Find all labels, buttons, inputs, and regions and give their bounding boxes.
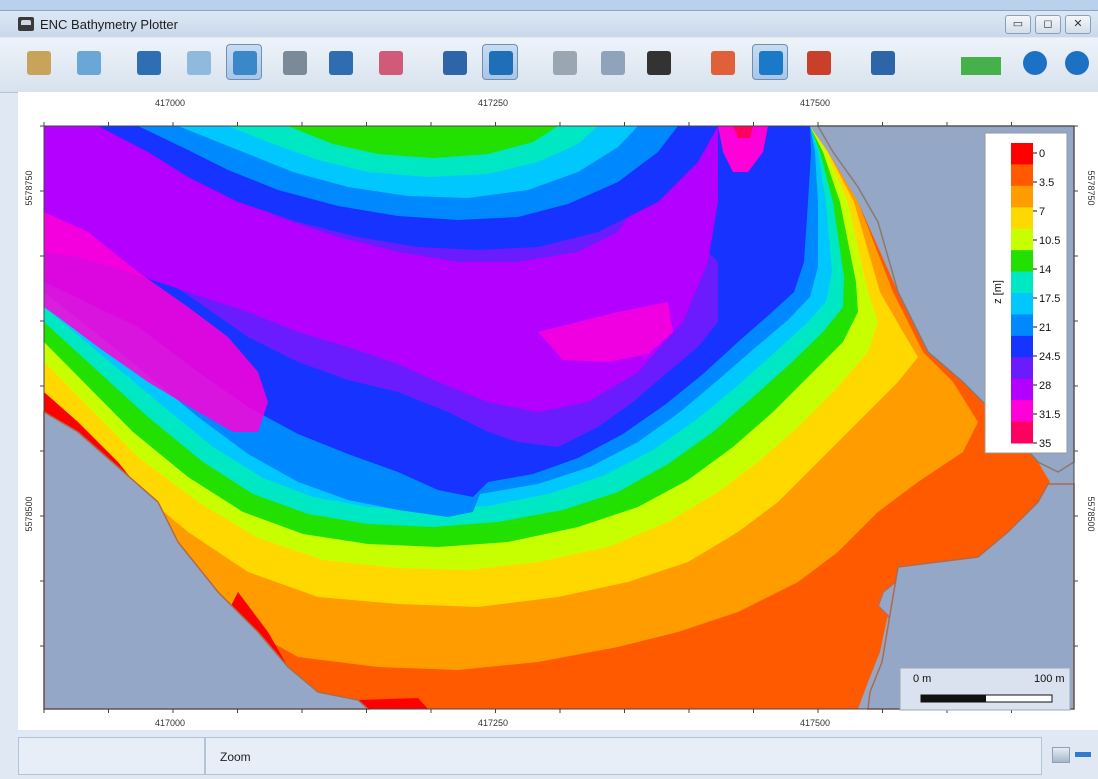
slope-button[interactable] <box>800 44 836 80</box>
info-icon <box>1023 51 1047 75</box>
plot-border <box>43 125 1075 710</box>
zoom-extent-icon <box>187 51 211 75</box>
legend-label: 3.5 <box>1039 177 1054 189</box>
info-button[interactable] <box>1016 44 1052 80</box>
y-tick-right-2: 5578500 <box>1086 496 1096 531</box>
toolbar <box>0 38 1098 93</box>
legend-swatch <box>1011 250 1033 273</box>
grid-surface-icon <box>553 51 577 75</box>
app-window: ENC Bathymetry Plotter ▭ ◻ ✕ <box>0 10 1098 779</box>
zoom-extent-button[interactable] <box>180 44 216 80</box>
contour-color-icon <box>759 51 783 75</box>
x-tick-bottom-2: 417250 <box>478 718 508 728</box>
close-button[interactable]: ✕ <box>1065 15 1091 34</box>
legend-swatch <box>1011 271 1033 294</box>
histogram-icon <box>329 51 353 75</box>
legend-label: 17.5 <box>1039 293 1060 305</box>
pan-hand-icon <box>137 51 161 75</box>
open-folder-button[interactable] <box>20 44 56 80</box>
color-legend: z [m] 0 3.5 7 10.5 14 17.5 21 24.5 28 31.5 35 <box>984 132 1068 454</box>
window-title: ENC Bathymetry Plotter <box>40 17 178 32</box>
progress-indicator-button[interactable] <box>960 44 1001 80</box>
scale-end-label: 100 m <box>1034 673 1065 685</box>
legend-swatch <box>1011 314 1033 337</box>
color-surface-icon <box>711 51 735 75</box>
legend-swatch <box>1011 357 1033 380</box>
progress-indicator-icon <box>961 57 1001 75</box>
export-chart-icon <box>77 51 101 75</box>
status-cell-message: Zoom <box>205 737 1042 775</box>
legend-swatch <box>1011 143 1033 165</box>
legend-swatch <box>1011 400 1033 423</box>
legend-swatch <box>1011 378 1033 401</box>
y-tick-right-1: 5578750 <box>1086 170 1096 205</box>
layers-button[interactable] <box>594 44 630 80</box>
color-surface-button[interactable] <box>704 44 740 80</box>
slope-icon <box>807 51 831 75</box>
legend-label: 31.5 <box>1039 409 1060 421</box>
legend-label: 7 <box>1039 206 1045 218</box>
3d-view-button[interactable] <box>482 44 518 80</box>
plot-area[interactable]: 417000 417250 417500 417000 417250 41750… <box>18 92 1098 730</box>
legend-label: 28 <box>1039 380 1051 392</box>
status-minus-icon[interactable] <box>1075 752 1091 757</box>
profile-button[interactable] <box>372 44 408 80</box>
minimize-button[interactable]: ▭ <box>1005 15 1031 34</box>
compass-measure-icon <box>283 51 307 75</box>
legend-swatch <box>1011 164 1033 187</box>
legend-swatch <box>1011 293 1033 315</box>
export-chart-button[interactable] <box>70 44 106 80</box>
scale-bar: 0 m 100 m <box>899 667 1071 711</box>
legend-label: 0 <box>1039 148 1045 160</box>
status-bar: Zoom <box>0 731 1098 779</box>
legend-swatch <box>1011 207 1033 230</box>
3d-view-icon <box>489 51 513 75</box>
legend-label: 14 <box>1039 264 1051 276</box>
legend-label: 21 <box>1039 322 1051 334</box>
x-tick-top-1: 417000 <box>155 98 185 108</box>
legend-swatch <box>1011 228 1033 251</box>
contour-bands <box>44 126 1050 709</box>
help-button[interactable] <box>1058 44 1094 80</box>
open-folder-icon <box>27 51 51 75</box>
compass-measure-button[interactable] <box>276 44 312 80</box>
axis-ticks <box>40 122 1078 713</box>
y-tick-left-1: 5578750 <box>24 170 34 205</box>
legend-swatch <box>1011 335 1033 358</box>
profile-icon <box>379 51 403 75</box>
x-tick-bottom-3: 417500 <box>800 718 830 728</box>
save-button[interactable] <box>864 44 900 80</box>
legend-label: 35 <box>1039 438 1051 450</box>
x-tick-bottom-1: 417000 <box>155 718 185 728</box>
zoom-button[interactable] <box>226 44 262 80</box>
soundings-numbers-button[interactable] <box>640 44 676 80</box>
settings-gear-icon <box>443 51 467 75</box>
soundings-numbers-icon <box>647 51 671 75</box>
status-grid-icon[interactable] <box>1052 747 1070 763</box>
layers-icon <box>601 51 625 75</box>
status-message: Zoom <box>220 750 251 764</box>
zoom-icon <box>233 51 257 75</box>
legend-swatch <box>1011 185 1033 208</box>
status-cell-left <box>18 737 205 775</box>
x-tick-top-3: 417500 <box>800 98 830 108</box>
bathymetry-map[interactable]: 417000 417250 417500 417000 417250 41750… <box>18 92 1098 730</box>
grid-surface-button[interactable] <box>546 44 582 80</box>
y-tick-left-2: 5578500 <box>24 496 34 531</box>
app-icon <box>18 17 34 31</box>
title-bar: ENC Bathymetry Plotter ▭ ◻ ✕ <box>0 11 1098 37</box>
legend-title: z [m] <box>992 280 1004 304</box>
maximize-button[interactable]: ◻ <box>1035 15 1061 34</box>
legend-swatch <box>1011 421 1033 444</box>
legend-label: 24.5 <box>1039 351 1060 363</box>
legend-label: 10.5 <box>1039 235 1060 247</box>
settings-gear-button[interactable] <box>436 44 472 80</box>
help-icon <box>1065 51 1089 75</box>
x-tick-top-2: 417250 <box>478 98 508 108</box>
histogram-button[interactable] <box>322 44 358 80</box>
pan-hand-button[interactable] <box>130 44 166 80</box>
scale-start-label: 0 m <box>913 673 931 685</box>
save-icon <box>871 51 895 75</box>
contour-color-button[interactable] <box>752 44 788 80</box>
